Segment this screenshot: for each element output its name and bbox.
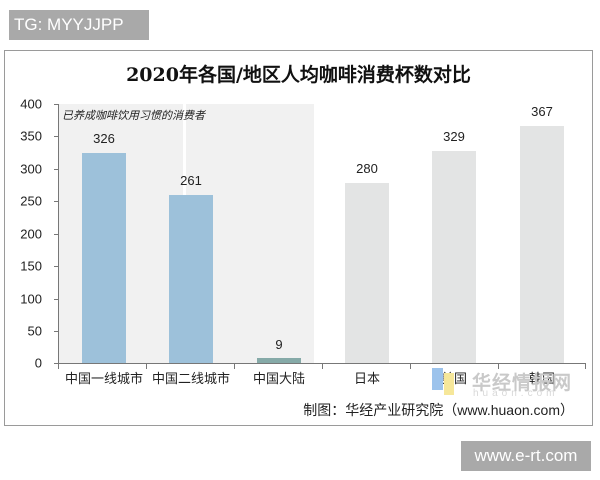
brand-watermark-sub: huaon.com	[473, 388, 559, 399]
x-axis	[58, 363, 586, 364]
band-annotation: 已养成咖啡饮用习惯的消费者	[62, 110, 205, 122]
y-tick	[54, 266, 58, 267]
bar-china-tier1	[82, 153, 126, 364]
y-tick	[54, 299, 58, 300]
y-tick-label: 300	[20, 161, 42, 177]
y-tick	[54, 331, 58, 332]
brand-watermark: 华经情报网	[472, 373, 573, 394]
watermark-bottom: www.e-rt.com	[461, 441, 591, 471]
chart-title: 2020年各国/地区人均咖啡消费杯数对比	[126, 64, 471, 86]
y-tick	[54, 169, 58, 170]
y-tick-label: 50	[27, 323, 42, 339]
bar-china-tier2	[169, 195, 213, 364]
x-tick	[410, 364, 411, 369]
category-label: 日本	[353, 371, 380, 386]
bar-china-mainland	[257, 358, 301, 364]
category-label: 中国大陆	[252, 371, 305, 386]
x-tick	[146, 364, 147, 369]
y-tick-label: 150	[20, 258, 42, 274]
brand-logo-yellow	[444, 373, 454, 395]
watermark-top: TG: MYYJJPP	[9, 10, 149, 40]
x-tick	[58, 364, 59, 369]
y-tick-label: 200	[20, 226, 42, 242]
x-tick	[322, 364, 323, 369]
category-label: 中国二线城市	[151, 371, 230, 386]
value-label: 9	[275, 337, 283, 352]
brand-logo-blue	[432, 368, 443, 390]
chart-source: 制图：华经产业研究院（www.huaon.com）	[303, 402, 574, 418]
value-label: 367	[531, 104, 553, 119]
x-tick	[585, 364, 586, 369]
value-label: 326	[93, 131, 115, 146]
plot-area: 已养成咖啡饮用习惯的消费者 400 350 300 250 200 150 10…	[20, 97, 586, 386]
y-tick	[54, 234, 58, 235]
x-tick	[234, 364, 235, 369]
category-label: 韩国	[528, 371, 555, 386]
y-tick	[54, 104, 58, 105]
y-tick-label: 400	[20, 96, 42, 112]
value-label: 261	[180, 173, 202, 188]
bar-korea	[520, 126, 564, 364]
value-label: 280	[356, 161, 378, 176]
y-tick	[54, 201, 58, 202]
y-tick	[54, 136, 58, 137]
y-tick-label: 0	[34, 355, 42, 371]
bar-usa	[432, 151, 476, 364]
chart-frame: 2020年各国/地区人均咖啡消费杯数对比 已养成咖啡饮用习惯的消费者 400 3…	[4, 50, 593, 426]
y-axis	[58, 104, 59, 364]
bar-japan	[345, 183, 389, 364]
y-tick-label: 250	[20, 193, 42, 209]
y-tick-label: 100	[20, 291, 42, 307]
category-label: 中国一线城市	[64, 371, 143, 386]
value-label: 329	[443, 129, 465, 144]
x-tick	[498, 364, 499, 369]
y-tick	[54, 363, 58, 364]
y-tick-label: 350	[20, 128, 42, 144]
